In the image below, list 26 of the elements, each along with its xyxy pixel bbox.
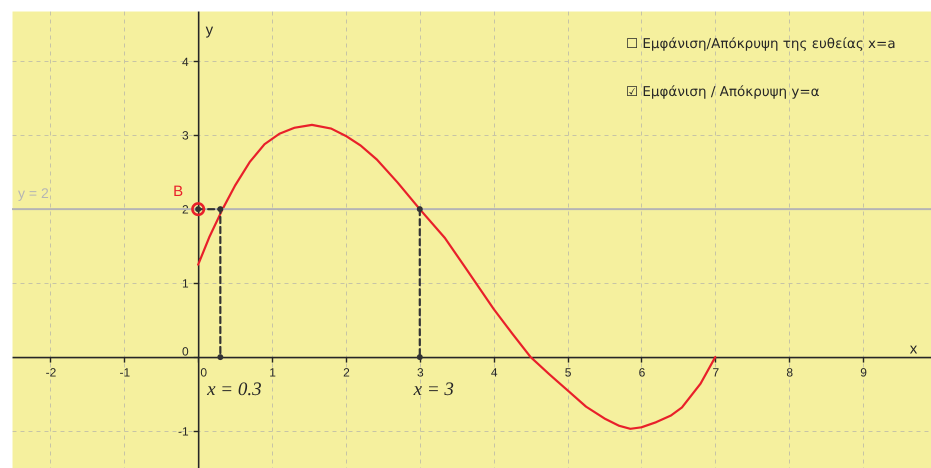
y-tick-label: 0 [182,344,189,359]
x-tick-label: -2 [46,366,57,380]
ref-line-label: y = 2 [18,185,49,202]
line-series [197,124,716,430]
x-tick-label: 1 [269,366,276,380]
x-tick-label: 6 [638,366,646,380]
x-tick-label: 5 [564,366,572,380]
x-tick-label: -1 [119,366,130,380]
x-tick-label: 4 [490,366,498,380]
y-tick-label: 1 [182,276,189,291]
y-tick-label: 4 [182,54,189,69]
annotation: x = 3 [412,379,454,400]
x-tick-label: 2 [343,366,350,380]
x-tick-label: 3 [416,366,424,380]
y-tick-label: -1 [178,424,189,439]
x-tick-label: 9 [860,366,868,380]
annotation: ☐ Εμφάνιση/Απόκρυψη της ευθείας x=a [626,36,896,52]
y-tick-label: 3 [182,128,189,143]
x-axis-title: x [910,340,918,358]
series-label: B [173,183,184,200]
x-tick-label: 7 [712,366,720,380]
x-tick-label: 0 [200,366,208,380]
annotation: x = 0.3 [206,379,262,400]
x-tick-label: 8 [786,366,794,380]
y-axis-title: y [206,22,214,38]
annotation: ☑ Εμφάνιση / Απόκρυψη y=α [626,84,820,100]
